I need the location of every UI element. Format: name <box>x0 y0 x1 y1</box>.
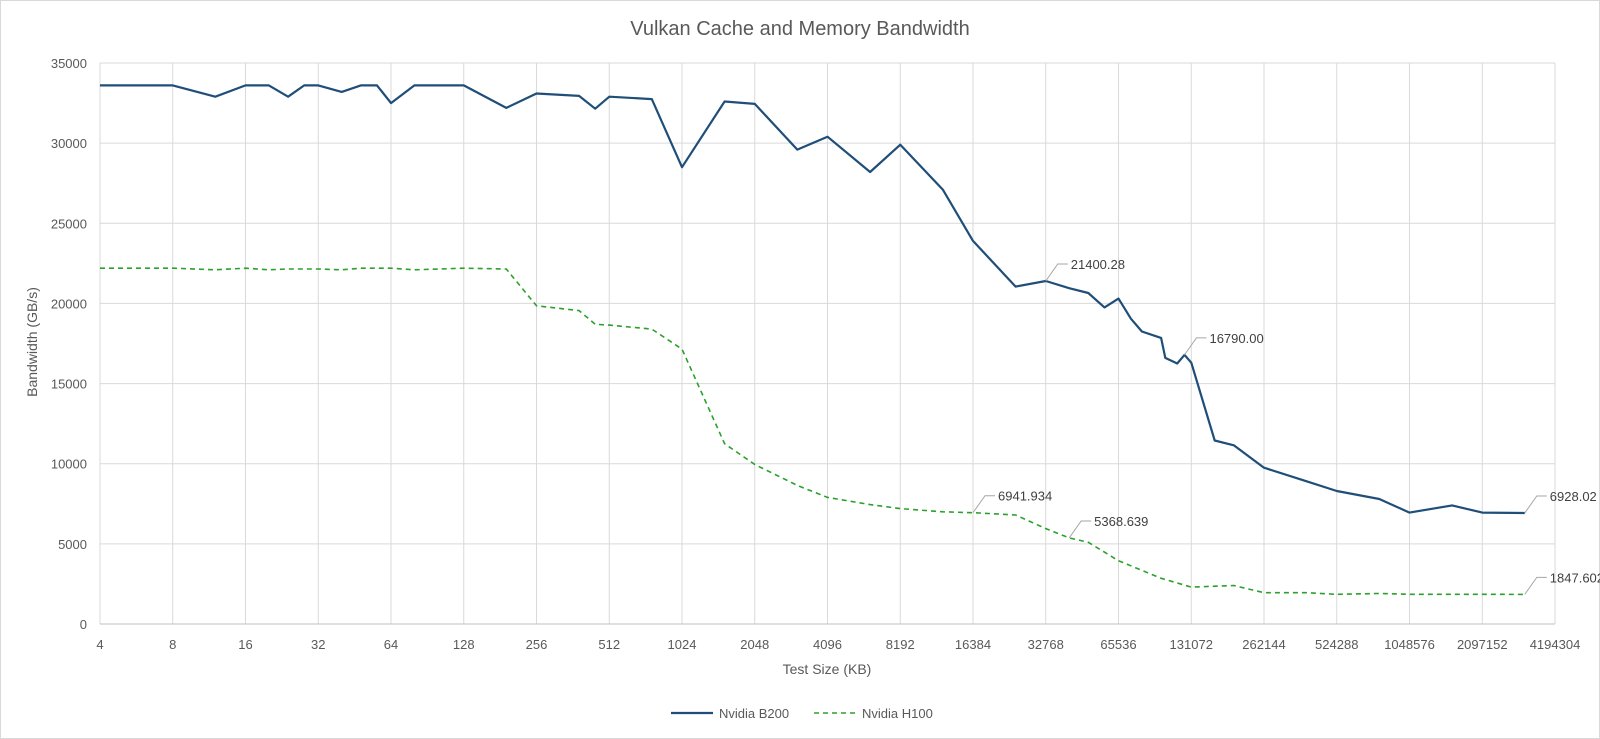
x-tick-label: 4 <box>96 637 103 652</box>
data-label: 21400.28 <box>1071 257 1125 272</box>
x-tick-label: 512 <box>598 637 620 652</box>
x-tick-label: 4096 <box>813 637 842 652</box>
y-tick-label: 15000 <box>51 377 87 392</box>
data-label-leader <box>1068 520 1092 539</box>
x-tick-label: 16 <box>238 637 252 652</box>
data-label-leader <box>1524 495 1547 514</box>
data-label-leader <box>1045 263 1068 282</box>
legend-label-nvidia-b200: Nvidia B200 <box>719 706 789 721</box>
x-axis-label: Test Size (KB) <box>783 661 872 677</box>
y-tick-label: 5000 <box>58 537 87 552</box>
x-tick-label: 2097152 <box>1457 637 1508 652</box>
x-tick-label: 524288 <box>1315 637 1358 652</box>
data-label-leader <box>1524 576 1547 595</box>
x-tick-label: 131072 <box>1170 637 1213 652</box>
chart-title: Vulkan Cache and Memory Bandwidth <box>630 18 969 40</box>
x-tick-label: 32 <box>311 637 325 652</box>
data-label: 1847.602 <box>1550 570 1600 585</box>
data-label: 5368.639 <box>1094 514 1148 529</box>
legend: Nvidia B200 Nvidia H100 <box>671 706 933 721</box>
series-line-nvidia-b200 <box>100 84 1525 515</box>
series-line-nvidia-h100 <box>100 267 1525 596</box>
x-tick-label: 8192 <box>886 637 915 652</box>
y-axis-ticks: 0 5000 10000 15000 20000 25000 30000 35000 <box>51 56 87 632</box>
data-label-leader <box>1184 337 1207 356</box>
legend-label-nvidia-h100: Nvidia H100 <box>862 706 933 721</box>
x-tick-label: 128 <box>453 637 475 652</box>
series <box>100 84 1525 596</box>
data-labels: 21400.28 16790.00 6928.02 6941.934 5368.639 1… <box>972 257 1600 595</box>
x-tick-label: 64 <box>384 637 398 652</box>
y-tick-label: 10000 <box>51 457 87 472</box>
data-label: 16790.00 <box>1209 331 1263 346</box>
x-tick-label: 65536 <box>1100 637 1136 652</box>
data-label: 6941.934 <box>998 489 1052 504</box>
x-tick-label: 2048 <box>740 637 769 652</box>
x-tick-label: 8 <box>169 637 176 652</box>
x-axis-ticks: 4 8 16 32 64 128 256 512 1024 2048 4096 8192 16384 32… <box>96 637 1580 652</box>
y-tick-label: 0 <box>80 617 87 632</box>
x-tick-label: 256 <box>526 637 548 652</box>
y-tick-label: 20000 <box>51 296 87 311</box>
data-label: 6928.02 <box>1550 489 1597 504</box>
y-tick-label: 35000 <box>51 56 87 71</box>
x-tick-label: 4194304 <box>1530 637 1581 652</box>
x-tick-label: 16384 <box>955 637 991 652</box>
x-tick-label: 1024 <box>668 637 697 652</box>
grid <box>99 62 1556 625</box>
y-tick-label: 30000 <box>51 136 87 151</box>
data-label-leader <box>972 495 995 514</box>
x-tick-label: 262144 <box>1242 637 1285 652</box>
y-tick-label: 25000 <box>51 216 87 231</box>
y-axis-label: Bandwidth (GB/s) <box>24 287 40 397</box>
x-tick-label: 32768 <box>1028 637 1064 652</box>
x-tick-label: 1048576 <box>1384 637 1435 652</box>
